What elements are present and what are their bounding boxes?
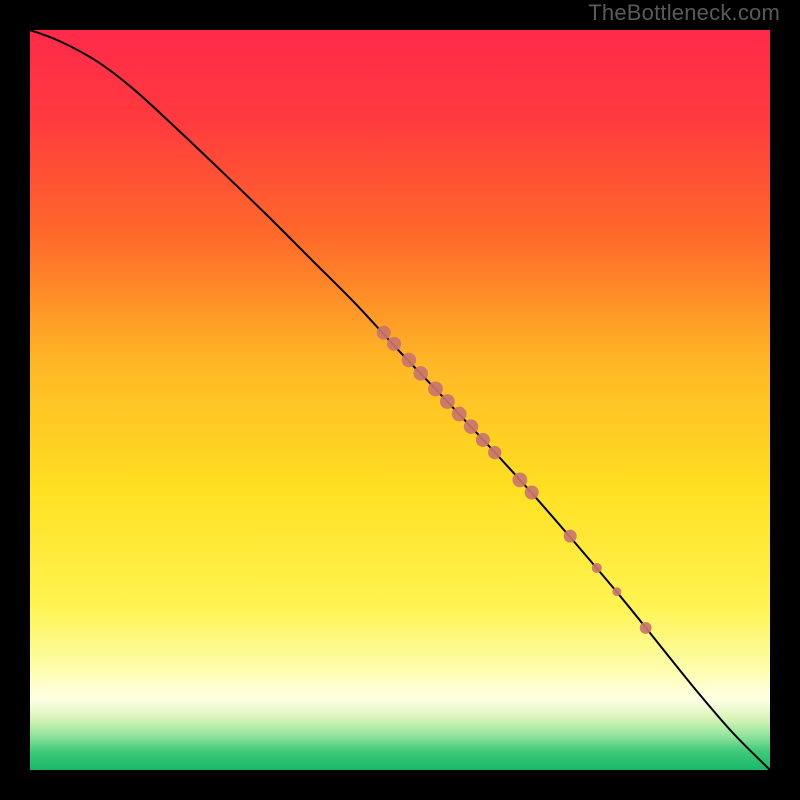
chart-plot-area xyxy=(30,30,770,770)
chart-marker xyxy=(564,530,577,543)
chart-gradient-bg xyxy=(30,30,770,770)
chart-marker xyxy=(413,366,428,381)
chart-marker xyxy=(592,563,602,573)
chart-marker xyxy=(377,326,391,340)
chart-marker xyxy=(402,353,417,368)
chart-marker xyxy=(452,407,467,422)
chart-marker xyxy=(640,622,652,634)
chart-marker xyxy=(488,446,501,459)
watermark-text: TheBottleneck.com xyxy=(588,0,780,26)
chart-marker xyxy=(612,587,621,596)
chart-marker xyxy=(525,485,539,499)
chart-marker xyxy=(387,337,401,351)
chart-marker xyxy=(440,394,455,409)
chart-marker xyxy=(512,473,527,488)
chart-marker xyxy=(464,419,479,434)
chart-svg xyxy=(30,30,770,770)
page-root: TheBottleneck.com xyxy=(0,0,800,800)
chart-marker xyxy=(428,382,443,397)
chart-marker xyxy=(476,433,490,447)
